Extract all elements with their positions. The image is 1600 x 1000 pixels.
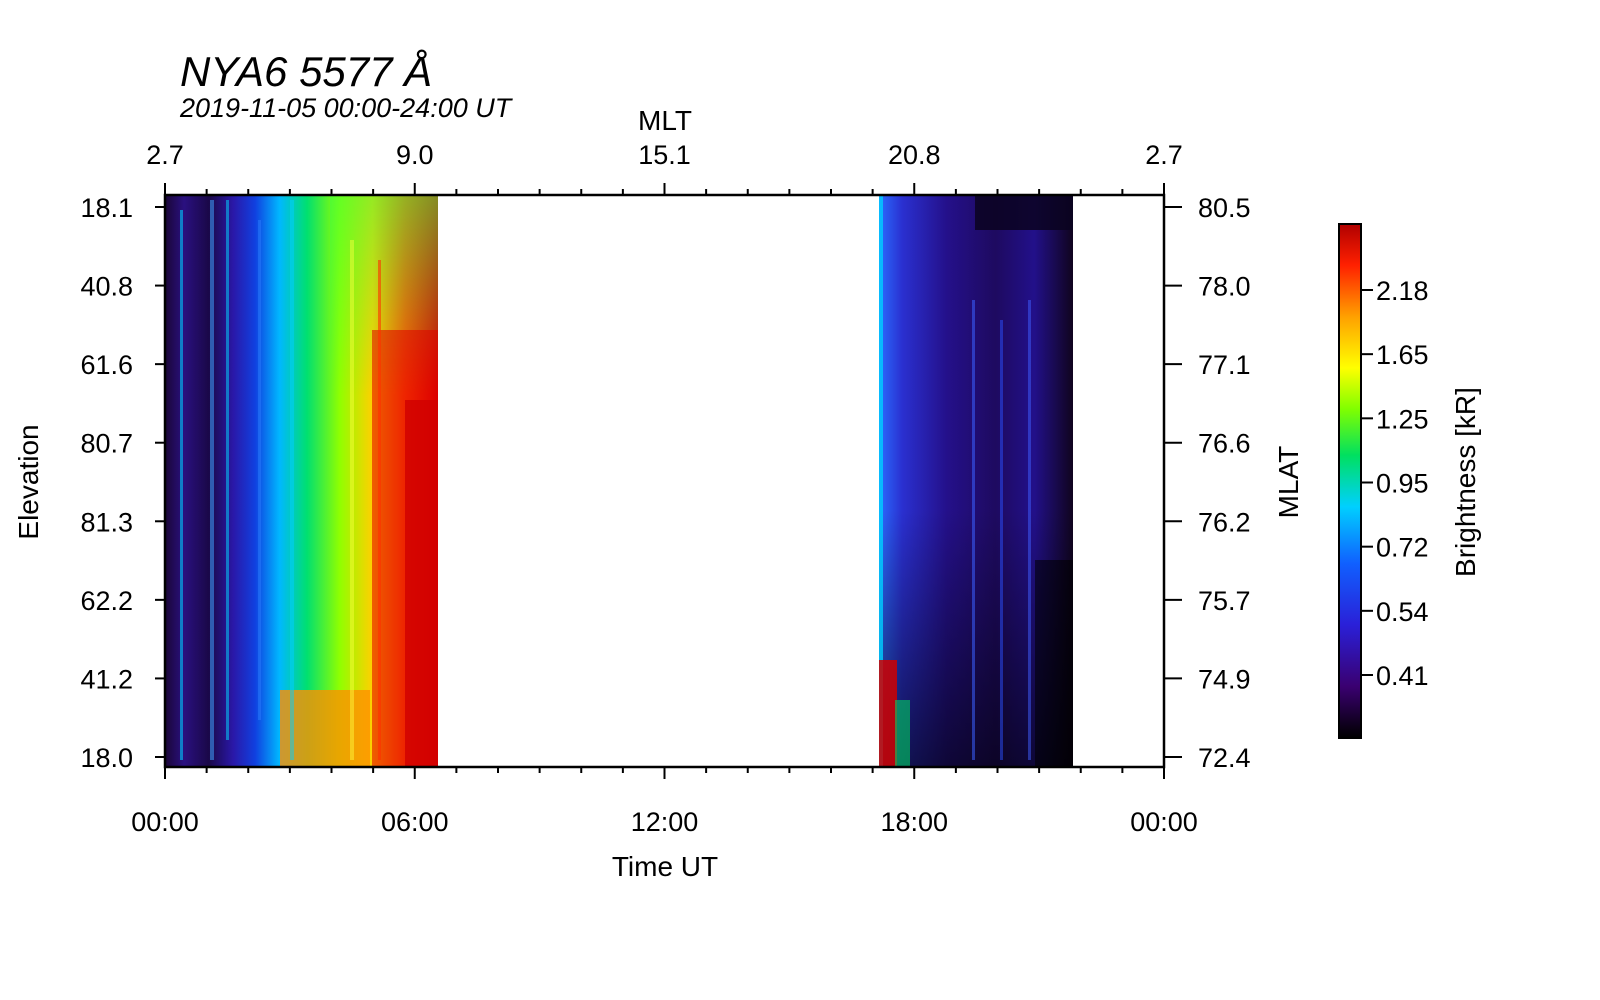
elevation-tick-label: 41.2 xyxy=(80,664,133,694)
x-axis: 00:00 06:00 12:00 18:00 00:00 xyxy=(131,767,1198,837)
colorbar-tick-label: 0.54 xyxy=(1376,597,1429,627)
mlt-tick-label: 15.1 xyxy=(638,140,691,170)
mlat-tick-label: 78.0 xyxy=(1198,272,1251,302)
mlt-axis: 2.7 9.0 15.1 20.8 2.7 xyxy=(146,140,1183,195)
mlt-axis-label: MLT xyxy=(638,105,692,136)
x-tick-label: 18:00 xyxy=(880,807,948,837)
mlt-tick-label: 2.7 xyxy=(1145,140,1183,170)
heatmap-segment-morning xyxy=(165,196,438,766)
mlat-tick-label: 72.4 xyxy=(1198,743,1251,773)
heatmap-image xyxy=(165,196,1073,766)
x-axis-label: Time UT xyxy=(612,851,718,882)
elevation-axis: 18.1 40.8 61.6 80.7 81.3 62.2 41.2 18.0 xyxy=(80,193,165,773)
elevation-tick-label: 18.0 xyxy=(80,743,133,773)
elevation-tick-label: 62.2 xyxy=(80,586,133,616)
colorbar-label: Brightness [kR] xyxy=(1450,387,1481,577)
mlt-tick-label: 20.8 xyxy=(888,140,941,170)
colorbar-tick-label: 1.65 xyxy=(1376,340,1429,370)
mlt-tick-label: 9.0 xyxy=(396,140,434,170)
mlat-tick-label: 76.2 xyxy=(1198,507,1251,537)
colorbar-tick-label: 0.95 xyxy=(1376,469,1429,499)
colorbar-ramp xyxy=(1338,223,1362,739)
colorbar: 2.18 1.65 1.25 0.95 0.72 0.54 0.41 Brightness … xyxy=(1338,223,1481,739)
x-tick-label: 00:00 xyxy=(131,807,199,837)
mlat-tick-label: 76.6 xyxy=(1198,429,1251,459)
heatmap-segment-evening xyxy=(879,196,1073,766)
mlat-tick-label: 77.1 xyxy=(1198,350,1251,380)
y-axis-label: Elevation xyxy=(13,424,44,539)
elevation-tick-label: 40.8 xyxy=(80,272,133,302)
colorbar-ticks: 2.18 1.65 1.25 0.95 0.72 0.54 0.41 xyxy=(1361,276,1429,691)
x-tick-label: 12:00 xyxy=(631,807,699,837)
mlat-axis: 80.5 78.0 77.1 76.6 76.2 75.7 74.9 72.4 xyxy=(1164,193,1251,773)
mlat-tick-label: 75.7 xyxy=(1198,586,1251,616)
mlt-tick-label: 2.7 xyxy=(146,140,184,170)
elevation-tick-label: 81.3 xyxy=(80,507,133,537)
chart-title: NYA6 5577 Å xyxy=(180,48,432,95)
mlat-tick-label: 74.9 xyxy=(1198,664,1251,694)
colorbar-tick-label: 1.25 xyxy=(1376,404,1429,434)
elevation-tick-label: 18.1 xyxy=(80,193,133,223)
elevation-tick-label: 61.6 xyxy=(80,350,133,380)
chart-subtitle: 2019-11-05 00:00-24:00 UT xyxy=(179,93,514,123)
colorbar-tick-label: 0.41 xyxy=(1376,661,1429,691)
mlat-axis-label: MLAT xyxy=(1273,446,1304,519)
x-tick-label: 00:00 xyxy=(1130,807,1198,837)
colorbar-tick-label: 2.18 xyxy=(1376,276,1429,306)
colorbar-tick-label: 0.72 xyxy=(1376,533,1429,563)
mlat-tick-label: 80.5 xyxy=(1198,193,1251,223)
x-tick-label: 06:00 xyxy=(381,807,449,837)
elevation-tick-label: 80.7 xyxy=(80,429,133,459)
